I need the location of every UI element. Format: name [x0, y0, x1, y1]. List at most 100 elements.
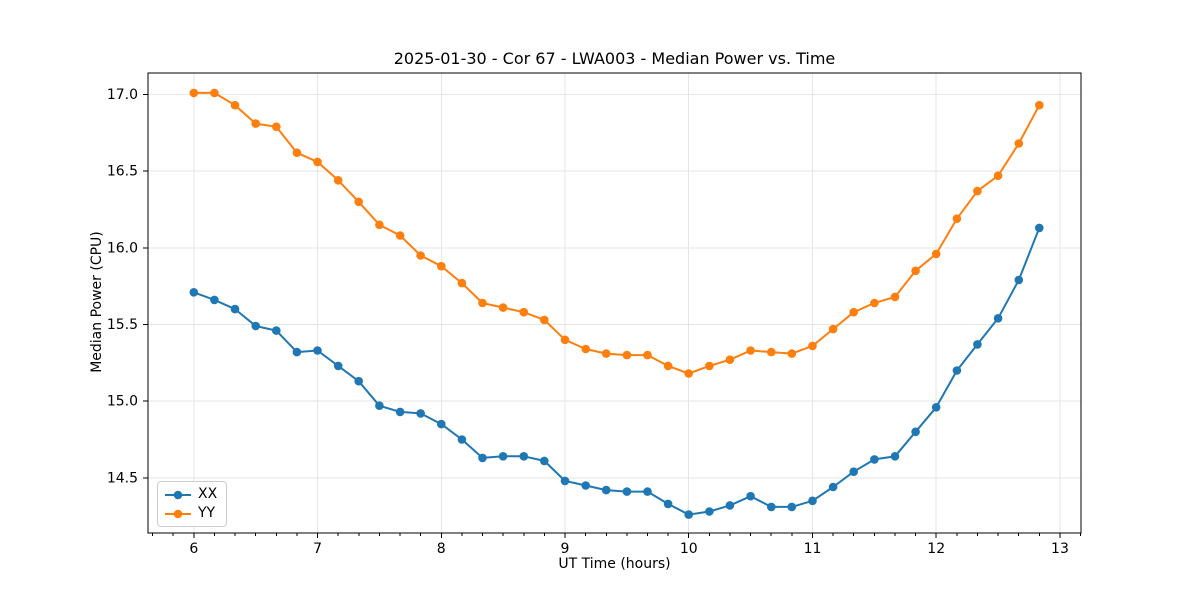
- data-point-xx: [684, 510, 693, 519]
- data-point-xx: [292, 347, 302, 357]
- data-point-xx: [725, 501, 735, 510]
- legend-label-xx: XX: [198, 486, 218, 502]
- data-point-yy: [849, 307, 858, 317]
- data-point-yy: [828, 324, 838, 334]
- data-point-yy: [457, 278, 467, 288]
- data-point-xx: [705, 507, 714, 516]
- data-point-yy: [601, 349, 611, 358]
- data-point-yy: [973, 186, 982, 196]
- data-point-xx: [787, 502, 797, 512]
- data-point-yy: [313, 157, 322, 167]
- data-point-xx: [767, 502, 776, 512]
- data-point-yy: [746, 346, 755, 355]
- data-point-xx: [952, 366, 962, 375]
- data-point-xx: [560, 476, 570, 486]
- data-point-yy: [931, 249, 941, 259]
- data-point-yy: [911, 266, 920, 276]
- data-point-yy: [292, 148, 302, 157]
- data-point-yy: [189, 88, 199, 98]
- legend-marker-xx-icon: [165, 490, 191, 499]
- data-point-yy: [251, 119, 260, 128]
- data-point-xx: [189, 288, 199, 297]
- data-point-xx: [313, 346, 322, 355]
- data-point-yy: [622, 350, 632, 360]
- data-point-yy: [787, 349, 797, 358]
- data-point-yy: [498, 303, 508, 312]
- data-point-xx: [498, 452, 508, 461]
- data-point-xx: [808, 496, 817, 506]
- data-point-yy: [725, 355, 735, 365]
- plot-spines: [147, 72, 1082, 534]
- x-tick-label: 13: [1051, 541, 1069, 557]
- data-point-yy: [519, 307, 529, 317]
- y-axis-label: Median Power (CPU): [89, 231, 105, 373]
- data-point-yy: [808, 341, 817, 351]
- x-tick-label: 12: [927, 541, 945, 557]
- data-point-xx: [663, 499, 673, 509]
- data-point-yy: [354, 197, 364, 207]
- data-point-xx: [746, 491, 755, 501]
- data-point-xx: [395, 407, 405, 417]
- data-point-xx: [230, 304, 240, 314]
- y-tick-label: 15.0: [107, 394, 138, 410]
- legend-label-yy: YY: [198, 505, 216, 521]
- data-point-xx: [931, 403, 941, 412]
- data-point-xx: [251, 321, 260, 331]
- data-point-xx: [973, 340, 982, 349]
- data-point-xx: [993, 314, 1003, 323]
- x-tick-label: 6: [189, 541, 198, 557]
- legend-item-xx: XX: [165, 487, 217, 502]
- series-line-yy: [193, 91, 1041, 375]
- data-point-yy: [416, 251, 425, 260]
- data-point-xx: [643, 487, 652, 496]
- x-axis-label: UT Time (hours): [558, 556, 671, 572]
- x-tick-label: 10: [680, 541, 698, 557]
- data-point-xx: [581, 481, 590, 490]
- data-point-yy: [437, 261, 446, 271]
- data-point-xx: [1035, 223, 1044, 233]
- legend-marker-yy-icon: [165, 509, 191, 518]
- y-tick-label: 15.5: [107, 317, 138, 333]
- data-point-xx: [437, 419, 446, 429]
- data-point-yy: [705, 361, 714, 371]
- data-point-xx: [210, 295, 219, 305]
- legend: XX YY: [157, 481, 228, 527]
- data-point-yy: [395, 231, 405, 240]
- data-point-xx: [416, 409, 425, 418]
- data-point-xx: [457, 435, 467, 444]
- data-point-xx: [849, 467, 858, 477]
- data-point-yy: [560, 335, 570, 345]
- x-tick-label: 9: [561, 541, 570, 557]
- data-point-yy: [767, 347, 776, 357]
- data-point-xx: [911, 427, 920, 437]
- data-point-yy: [230, 100, 240, 110]
- data-point-yy: [643, 350, 652, 360]
- data-point-yy: [272, 122, 281, 131]
- x-tick-label: 7: [313, 541, 322, 557]
- data-point-xx: [870, 455, 879, 464]
- data-point-xx: [375, 401, 384, 411]
- data-point-yy: [663, 361, 673, 371]
- data-point-xx: [478, 453, 487, 463]
- data-point-xx: [519, 452, 529, 461]
- data-point-yy: [1035, 100, 1044, 110]
- legend-item-yy: YY: [165, 506, 217, 521]
- data-point-xx: [622, 487, 632, 496]
- y-tick-label: 16.0: [107, 240, 138, 256]
- data-point-yy: [1014, 139, 1024, 148]
- data-point-yy: [478, 298, 487, 308]
- x-tick-label: 8: [437, 541, 446, 557]
- data-point-yy: [540, 315, 549, 325]
- data-point-yy: [952, 214, 962, 223]
- data-point-xx: [601, 485, 611, 495]
- data-point-xx: [890, 452, 900, 461]
- data-point-yy: [210, 88, 219, 98]
- series-line-xx: [193, 227, 1041, 516]
- data-point-yy: [375, 220, 384, 230]
- data-point-yy: [581, 344, 590, 354]
- data-point-yy: [890, 292, 900, 302]
- y-tick-label: 16.5: [107, 164, 138, 180]
- data-point-xx: [828, 482, 838, 492]
